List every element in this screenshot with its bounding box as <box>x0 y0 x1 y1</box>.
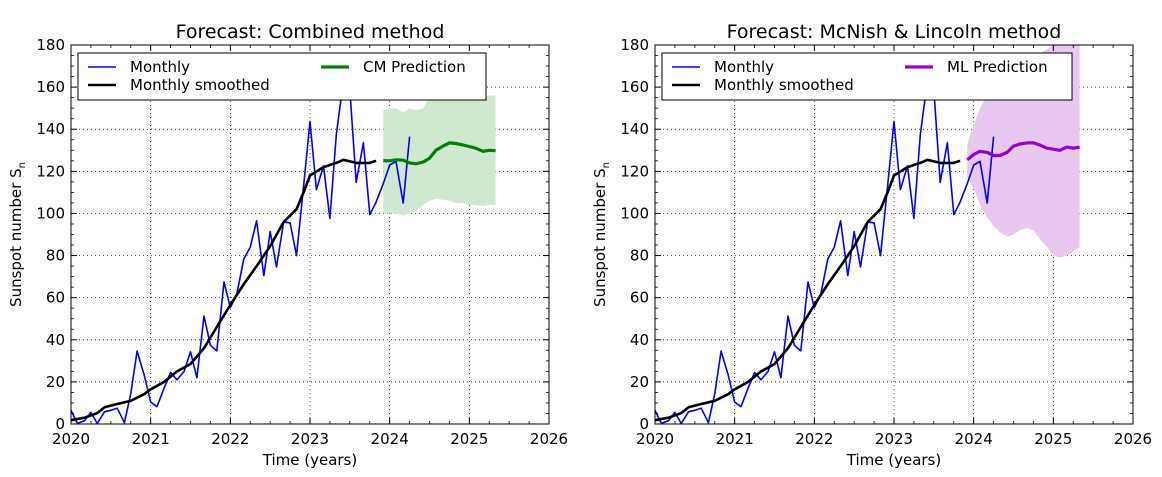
y-tick-label: 20 <box>630 373 649 391</box>
y-tick-label: 80 <box>46 247 65 265</box>
y-tick-label: 20 <box>46 373 65 391</box>
y-tick-label: 140 <box>36 120 65 138</box>
y-axis-label: Sunspot number Sn <box>591 162 612 307</box>
y-tick-label: 60 <box>46 289 65 307</box>
x-tick-label: 2026 <box>530 430 568 448</box>
y-tick-label: 60 <box>630 289 649 307</box>
y-tick-label: 140 <box>620 120 649 138</box>
y-tick-label: 180 <box>36 36 65 54</box>
y-tick-label: 100 <box>620 204 649 222</box>
x-tick-label: 2024 <box>955 430 993 448</box>
x-axis-label: Time (years) <box>262 451 357 469</box>
chart-title: Forecast: McNish & Lincoln method <box>727 21 1062 43</box>
chart-panel-mcnish-lincoln: 2020 2021 2022 2023 2024 2025 2026 0 20 40 60 80 100… <box>591 21 1152 469</box>
chart-title: Forecast: Combined method <box>176 21 445 43</box>
x-tick-label: 2021 <box>716 430 754 448</box>
x-tick-label: 2021 <box>132 430 170 448</box>
series-line-monthly <box>655 79 995 424</box>
x-tick-label: 2023 <box>875 430 913 448</box>
plot-area <box>71 79 496 424</box>
y-tick-label: 0 <box>55 415 65 433</box>
series-line-ml-prediction <box>966 141 1080 162</box>
y-axis-label-main: Sunspot number S <box>7 168 25 307</box>
legend-label: CM Prediction <box>363 58 466 76</box>
y-axis-label-main: Sunspot number S <box>591 168 609 307</box>
series-line-monthly-smoothed <box>71 158 377 422</box>
legend-entry: CM Prediction <box>321 58 466 76</box>
legend-box <box>661 52 1073 101</box>
series-line-cm-prediction <box>383 141 496 166</box>
legend-label: ML Prediction <box>947 58 1048 76</box>
y-axis-label-subscript: n <box>17 162 28 168</box>
ticks: 2020 2021 2022 2023 2024 2025 2026 0 20 40 60 80 100… <box>620 36 1152 448</box>
x-tick-label: 2025 <box>1034 430 1072 448</box>
series-line-monthly-smoothed <box>655 158 961 422</box>
y-tick-label: 160 <box>620 78 649 96</box>
y-tick-label: 80 <box>630 247 649 265</box>
legend-entry: Monthly <box>672 58 774 76</box>
x-tick-label: 2020 <box>636 430 674 448</box>
legend-entry: Monthly <box>88 58 190 76</box>
x-axis-label: Time (years) <box>846 451 941 469</box>
x-tick-label: 2023 <box>291 430 329 448</box>
legend-box <box>77 52 487 101</box>
x-tick-label: 2026 <box>1114 430 1152 448</box>
x-tick-label: 2025 <box>450 430 488 448</box>
y-tick-label: 120 <box>36 162 65 180</box>
y-axis-label: Sunspot number Sn <box>7 162 28 307</box>
legend-label: Monthly <box>130 58 190 76</box>
y-tick-label: 40 <box>630 331 649 349</box>
x-tick-label: 2022 <box>795 430 833 448</box>
x-tick-label: 2020 <box>52 430 90 448</box>
ticks: 2020 2021 2022 2023 2024 2025 2026 0 20 40 60 80 100… <box>36 36 568 448</box>
x-tick-label: 2022 <box>211 430 249 448</box>
y-tick-label: 120 <box>620 162 649 180</box>
y-axis-label-subscript: n <box>601 162 612 168</box>
plot-area <box>655 45 1080 424</box>
series-line-monthly <box>71 79 411 424</box>
legend-label: Monthly <box>714 58 774 76</box>
y-tick-label: 160 <box>36 78 65 96</box>
y-tick-label: 40 <box>46 331 65 349</box>
y-tick-label: 100 <box>36 204 65 222</box>
legend-label: Monthly smoothed <box>714 76 854 94</box>
legend-entry: Monthly smoothed <box>672 76 854 94</box>
legend-entry: ML Prediction <box>905 58 1048 76</box>
legend-entry: Monthly smoothed <box>88 76 270 94</box>
prediction-uncertainty-band <box>383 95 496 216</box>
chart-panel-combined: 2020 2021 2022 2023 2024 2025 2026 0 20 40 60 80 100… <box>7 21 568 469</box>
y-tick-label: 180 <box>620 36 649 54</box>
legend-label: Monthly smoothed <box>130 76 270 94</box>
y-tick-label: 0 <box>639 415 649 433</box>
x-tick-label: 2024 <box>371 430 409 448</box>
